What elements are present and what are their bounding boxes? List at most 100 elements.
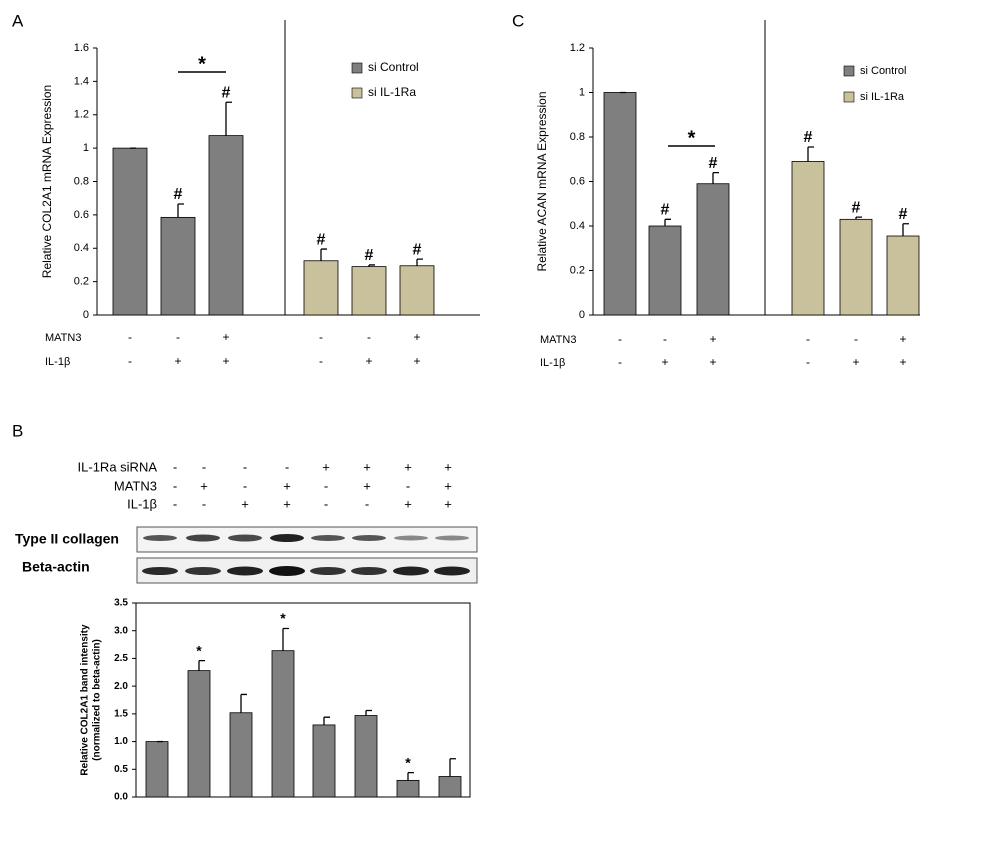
condition-sign: - <box>618 355 622 369</box>
condition-sign: + <box>404 459 412 474</box>
significance-marker: * <box>280 610 286 626</box>
condition-sign: - <box>128 354 132 368</box>
band <box>142 567 178 575</box>
y-tick-label: 0.6 <box>74 209 89 221</box>
band <box>394 535 428 541</box>
y-axis-label: Relative COL2A1 mRNA Expression <box>40 85 54 278</box>
y-tick-label: 1.4 <box>74 75 89 87</box>
condition-sign: + <box>283 496 291 511</box>
band <box>143 535 177 541</box>
y-axis-label: Relative COL2A1 band intensity <box>80 624 91 776</box>
condition-sign: + <box>363 478 371 493</box>
condition-sign: + <box>661 355 668 369</box>
y-tick-label: 1.5 <box>114 708 128 719</box>
y-tick-label: 1 <box>83 142 89 154</box>
bar <box>312 724 336 798</box>
y-tick-label: 1.2 <box>570 42 585 54</box>
bar <box>303 260 339 316</box>
condition-sign: - <box>176 330 180 344</box>
significance-label: * <box>198 53 206 75</box>
condition-sign: + <box>709 355 716 369</box>
legend-label: si Control <box>368 60 419 74</box>
y-tick-label: 3.0 <box>114 625 128 636</box>
band <box>227 566 263 576</box>
condition-sign: + <box>852 355 859 369</box>
condition-sign: - <box>663 332 667 346</box>
legend-swatch <box>843 65 855 77</box>
condition-label: IL-1β <box>45 356 70 368</box>
bar <box>603 92 637 316</box>
error-bar <box>198 659 205 671</box>
bar <box>399 265 435 316</box>
condition-sign: - <box>319 330 323 344</box>
condition-sign: + <box>709 332 716 346</box>
y-tick-label: 0.4 <box>74 242 89 254</box>
y-tick-label: 0.2 <box>74 276 89 288</box>
condition-sign: - <box>365 496 369 511</box>
error-bar <box>855 216 862 220</box>
band <box>393 566 429 576</box>
bar <box>791 161 825 316</box>
significance-marker: # <box>365 247 374 264</box>
condition-label: IL-1β <box>540 357 565 369</box>
condition-sign: - <box>243 478 247 493</box>
band-label: Type II collagen <box>15 531 119 547</box>
band <box>269 566 305 576</box>
error-bar <box>282 627 289 651</box>
band <box>435 535 469 541</box>
significance-marker: # <box>413 241 422 258</box>
condition-sign: + <box>174 354 181 368</box>
error-bar <box>449 758 456 777</box>
significance-marker: # <box>899 206 908 223</box>
bar <box>648 225 682 316</box>
chart: B 0.0 0.5 1.0 1.5 2.0 2.5 3.0 3.5 Relative COL2A1… <box>12 421 471 803</box>
condition-label: MATN3 <box>114 478 157 493</box>
condition-sign: - <box>202 459 206 474</box>
condition-sign: - <box>324 496 328 511</box>
condition-sign: + <box>365 354 372 368</box>
y-tick-label: 1 <box>579 86 585 98</box>
y-tick-label: 1.0 <box>114 736 128 747</box>
condition-sign: + <box>222 330 229 344</box>
band <box>311 535 345 541</box>
condition-sign: - <box>202 496 206 511</box>
condition-sign: + <box>363 459 371 474</box>
significance-marker: * <box>405 754 411 770</box>
y-tick-label: 3.5 <box>114 598 128 609</box>
condition-sign: + <box>200 478 208 493</box>
error-bar <box>664 218 671 226</box>
significance-marker: # <box>174 186 183 203</box>
condition-label: IL-1β <box>127 496 157 511</box>
condition-sign: + <box>413 330 420 344</box>
panel-label: A <box>12 11 24 30</box>
chart: A 0 0.2 0.4 0.6 0.8 1 1.2 1.4 1.6 Relative COL2A1 … <box>12 11 480 368</box>
band <box>351 567 387 575</box>
chart: C 0 0.2 0.4 0.6 0.8 1 1.2 Relative ACAN mRNA Exp… <box>512 11 920 369</box>
legend-label: si IL-1Ra <box>860 91 905 103</box>
band <box>185 567 221 575</box>
bar <box>187 670 211 798</box>
condition-label: IL-1Ra siRNA <box>78 459 158 474</box>
condition-sign: + <box>241 496 249 511</box>
y-tick-label: 0.8 <box>74 175 89 187</box>
bar <box>208 135 244 316</box>
y-axis-label: (normalized to beta-actin) <box>92 639 103 761</box>
error-bar <box>240 693 247 713</box>
significance-marker: # <box>852 199 861 216</box>
blot <box>136 526 478 584</box>
bar <box>160 216 196 316</box>
condition-sign: - <box>285 459 289 474</box>
condition-sign: - <box>173 478 177 493</box>
y-tick-label: 0 <box>579 309 585 321</box>
condition-sign: + <box>283 478 291 493</box>
y-tick-label: 0.8 <box>570 131 585 143</box>
significance-marker: # <box>661 202 670 219</box>
error-bar <box>416 258 423 266</box>
y-tick-label: 1.6 <box>74 42 89 54</box>
bar <box>839 218 873 316</box>
bar <box>438 776 462 798</box>
panel-label: B <box>12 421 23 440</box>
significance-marker: # <box>804 129 813 146</box>
legend-swatch <box>351 87 363 99</box>
